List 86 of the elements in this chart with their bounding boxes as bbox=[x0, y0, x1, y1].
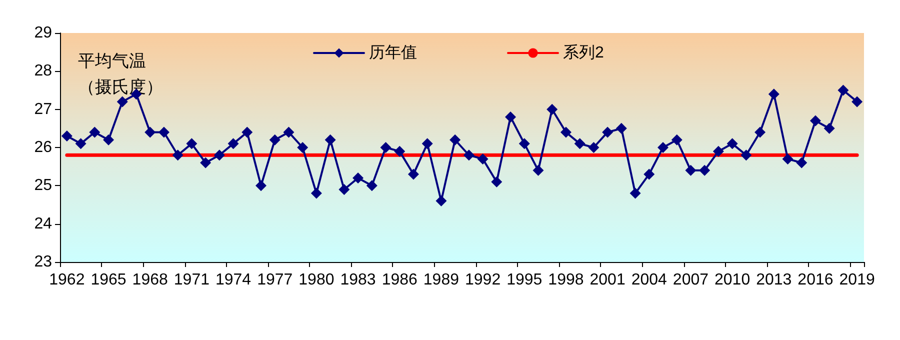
legend-label: 系列2 bbox=[563, 44, 604, 62]
point bbox=[89, 126, 100, 138]
point bbox=[200, 157, 212, 168]
x-tick-label: 2010 bbox=[714, 272, 750, 288]
point bbox=[477, 153, 488, 164]
point bbox=[422, 138, 433, 150]
point bbox=[75, 138, 86, 150]
point bbox=[352, 172, 364, 184]
y-tick-label: 28 bbox=[34, 62, 52, 80]
x-tick-label: 2016 bbox=[798, 272, 834, 288]
x-tick-label: 2004 bbox=[631, 272, 668, 288]
point bbox=[658, 142, 668, 153]
point bbox=[228, 138, 239, 150]
point bbox=[214, 150, 225, 161]
x-tick-label: 2001 bbox=[590, 272, 626, 288]
y-tick-label: 27 bbox=[34, 100, 52, 118]
x-tick-label: 1986 bbox=[382, 272, 418, 288]
point bbox=[699, 164, 710, 176]
point bbox=[269, 134, 280, 146]
x-tick-label: 1980 bbox=[298, 272, 334, 288]
point bbox=[297, 142, 308, 153]
point bbox=[256, 180, 266, 192]
y-tick-label: 29 bbox=[34, 24, 52, 42]
point bbox=[796, 157, 808, 168]
point bbox=[560, 126, 572, 138]
x-tick-label: 1989 bbox=[423, 272, 460, 288]
point bbox=[518, 138, 530, 150]
point bbox=[546, 104, 558, 115]
x-tick-label: 1962 bbox=[49, 272, 85, 288]
point bbox=[242, 126, 253, 138]
y-tick-label: 23 bbox=[34, 254, 52, 270]
point bbox=[602, 126, 614, 138]
point bbox=[505, 111, 516, 122]
point bbox=[532, 164, 544, 176]
point bbox=[838, 84, 849, 96]
x-tick-label: 1995 bbox=[506, 272, 542, 288]
point bbox=[574, 138, 586, 150]
point bbox=[116, 96, 128, 108]
x-tick-label: 2007 bbox=[672, 272, 709, 288]
point bbox=[768, 88, 780, 100]
x-tick-label: 2013 bbox=[756, 272, 792, 288]
y-tick-label: 24 bbox=[34, 215, 52, 232]
x-tick-label: 1968 bbox=[132, 272, 168, 288]
x-tick-label: 2019 bbox=[839, 272, 875, 288]
point bbox=[754, 126, 766, 138]
point bbox=[726, 138, 738, 150]
point bbox=[491, 176, 502, 188]
point bbox=[450, 134, 461, 146]
x-tick-label: 1965 bbox=[90, 272, 126, 288]
point bbox=[810, 115, 821, 126]
x-tick-label: 1998 bbox=[548, 272, 584, 288]
point bbox=[685, 164, 696, 176]
point bbox=[144, 126, 156, 138]
point bbox=[310, 188, 322, 199]
point bbox=[338, 184, 350, 195]
point bbox=[61, 130, 72, 142]
point bbox=[324, 134, 336, 146]
point bbox=[671, 134, 682, 146]
point bbox=[366, 180, 378, 192]
point bbox=[186, 138, 198, 150]
x-tick-label: 1974 bbox=[215, 272, 252, 288]
point bbox=[103, 134, 114, 146]
point bbox=[436, 195, 447, 206]
point bbox=[712, 146, 724, 157]
point bbox=[588, 142, 600, 153]
point bbox=[824, 122, 835, 134]
point bbox=[782, 153, 794, 164]
x-tick-label: 1977 bbox=[257, 272, 293, 288]
point bbox=[852, 96, 863, 108]
point bbox=[644, 168, 655, 180]
point bbox=[283, 126, 294, 138]
point bbox=[394, 146, 406, 157]
point bbox=[380, 142, 392, 153]
y-tick-label: 25 bbox=[34, 177, 52, 194]
point bbox=[630, 188, 641, 199]
x-tick-label: 1992 bbox=[464, 272, 501, 288]
point bbox=[408, 168, 419, 180]
point bbox=[740, 150, 752, 161]
point bbox=[158, 126, 170, 138]
legend-label: 历年值 bbox=[369, 44, 417, 62]
point bbox=[463, 150, 474, 161]
y-tick-label: 26 bbox=[34, 139, 52, 156]
x-tick-label: 1971 bbox=[174, 272, 210, 288]
point bbox=[172, 150, 184, 161]
x-tick-label: 1983 bbox=[340, 272, 376, 288]
point bbox=[616, 122, 627, 134]
